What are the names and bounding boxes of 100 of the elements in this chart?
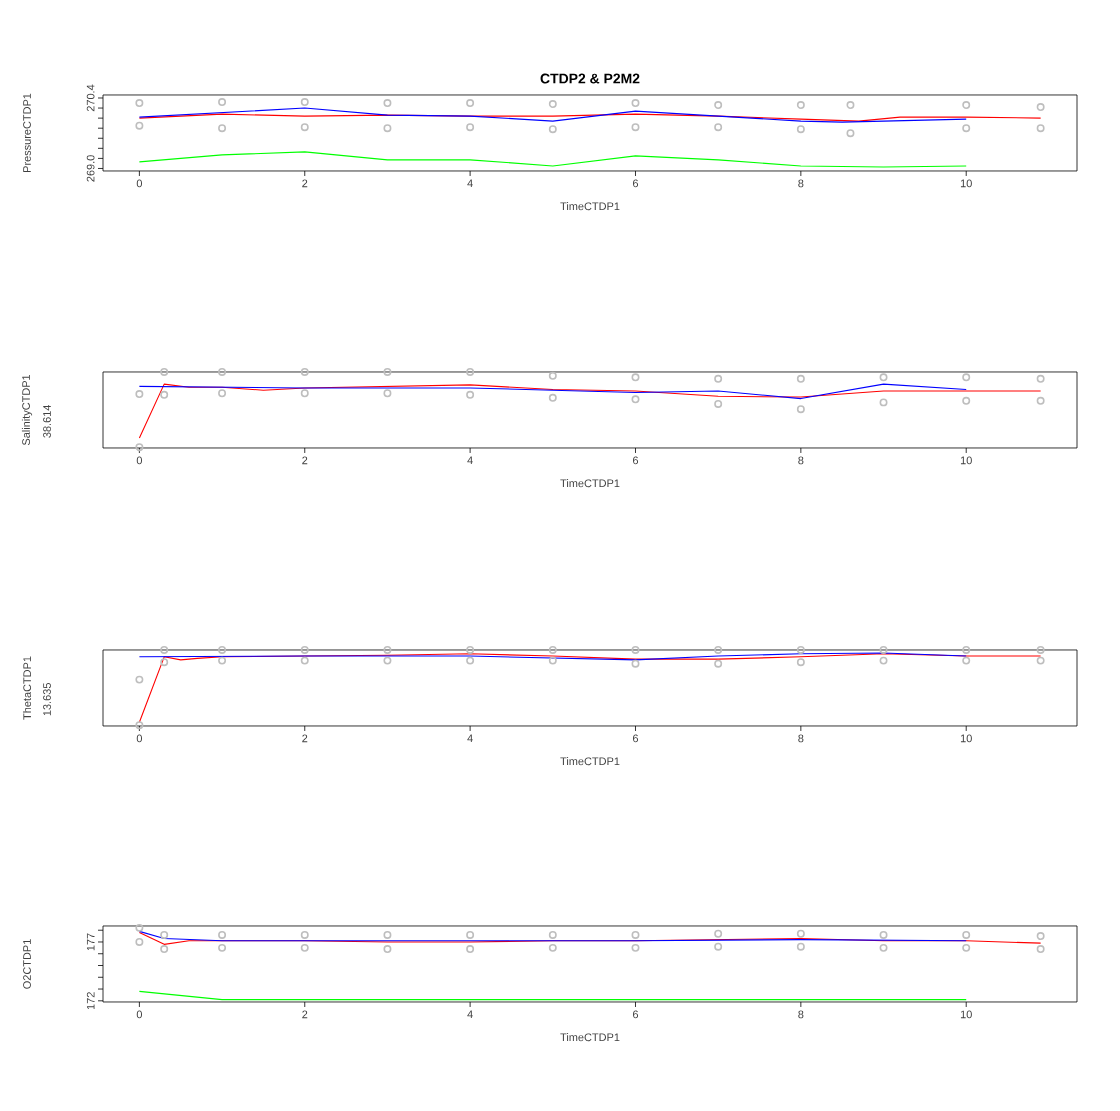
y-axis-title: O2CTDP1 bbox=[23, 939, 31, 989]
point bbox=[383, 99, 392, 108]
y-axis-title: SalinityCTDP1 bbox=[21, 374, 33, 446]
point bbox=[548, 943, 557, 952]
point bbox=[383, 367, 392, 376]
point bbox=[218, 98, 227, 107]
point bbox=[135, 443, 144, 452]
point bbox=[714, 929, 723, 938]
x-tick-label: 4 bbox=[467, 179, 473, 188]
point bbox=[1036, 396, 1045, 405]
point bbox=[1036, 945, 1045, 954]
point bbox=[300, 367, 309, 376]
point bbox=[962, 930, 971, 939]
x-axis-title: TimeCTDP1 bbox=[560, 757, 620, 766]
point bbox=[300, 389, 309, 398]
line-series bbox=[138, 107, 967, 123]
point bbox=[135, 721, 144, 730]
point bbox=[218, 930, 227, 939]
point bbox=[879, 656, 888, 665]
x-tick-label: 10 bbox=[960, 456, 972, 465]
point bbox=[631, 943, 640, 952]
x-tick-label: 8 bbox=[798, 456, 804, 465]
x-tick-label: 0 bbox=[136, 456, 142, 465]
point bbox=[548, 100, 557, 109]
point bbox=[466, 930, 475, 939]
point bbox=[714, 374, 723, 383]
point bbox=[383, 945, 392, 954]
point bbox=[714, 101, 723, 110]
point bbox=[796, 405, 805, 414]
x-axis-title: TimeCTDP1 bbox=[560, 202, 620, 211]
point bbox=[300, 123, 309, 132]
point bbox=[218, 943, 227, 952]
point bbox=[1036, 103, 1045, 112]
point bbox=[466, 656, 475, 665]
point bbox=[383, 645, 392, 654]
x-tick-label: 6 bbox=[633, 734, 639, 743]
point bbox=[796, 929, 805, 938]
point bbox=[160, 390, 169, 399]
point bbox=[218, 124, 227, 133]
y-tick-label: 270.4 bbox=[86, 84, 95, 112]
point bbox=[962, 943, 971, 952]
point bbox=[962, 373, 971, 382]
point bbox=[631, 645, 640, 654]
x-tick-label: 2 bbox=[302, 179, 308, 188]
y-tick-label: 177 bbox=[86, 933, 95, 951]
point bbox=[383, 930, 392, 939]
point bbox=[548, 930, 557, 939]
x-tick-label: 8 bbox=[798, 179, 804, 188]
point bbox=[383, 389, 392, 398]
x-tick-label: 10 bbox=[960, 1010, 972, 1019]
point bbox=[466, 945, 475, 954]
x-tick-label: 2 bbox=[302, 1010, 308, 1019]
point bbox=[1036, 645, 1045, 654]
x-tick-label: 10 bbox=[960, 734, 972, 743]
point bbox=[135, 675, 144, 684]
y-tick-label: 269.0 bbox=[86, 155, 95, 182]
point bbox=[160, 645, 169, 654]
x-tick-label: 4 bbox=[467, 1010, 473, 1019]
point bbox=[300, 943, 309, 952]
point bbox=[879, 645, 888, 654]
line-series bbox=[138, 151, 967, 168]
point bbox=[135, 121, 144, 130]
point bbox=[135, 99, 144, 108]
point bbox=[796, 101, 805, 110]
text: 13.635 bbox=[43, 683, 51, 716]
x-tick-label: 2 bbox=[302, 734, 308, 743]
point bbox=[714, 645, 723, 654]
point bbox=[548, 645, 557, 654]
point bbox=[548, 656, 557, 665]
point bbox=[466, 123, 475, 132]
point bbox=[631, 659, 640, 668]
point bbox=[631, 930, 640, 939]
text: 38.614 bbox=[43, 404, 51, 438]
y-tick-label: 172 bbox=[86, 992, 95, 1010]
point bbox=[160, 367, 169, 376]
x-tick-label: 6 bbox=[633, 179, 639, 188]
point bbox=[218, 389, 227, 398]
chart-title: CTDP2 & P2M2 bbox=[540, 73, 640, 84]
point bbox=[466, 645, 475, 654]
point bbox=[631, 373, 640, 382]
point bbox=[218, 367, 227, 376]
point bbox=[714, 659, 723, 668]
x-tick-label: 6 bbox=[633, 1010, 639, 1019]
x-tick-label: 2 bbox=[302, 456, 308, 465]
point bbox=[383, 656, 392, 665]
point bbox=[300, 656, 309, 665]
point bbox=[135, 938, 144, 946]
point bbox=[879, 943, 888, 952]
point bbox=[879, 373, 888, 382]
point bbox=[135, 390, 144, 399]
x-axis-title: TimeCTDP1 bbox=[560, 479, 620, 488]
point bbox=[548, 371, 557, 380]
point bbox=[1036, 124, 1045, 133]
point bbox=[135, 923, 144, 932]
point bbox=[879, 398, 888, 407]
point bbox=[796, 942, 805, 951]
point bbox=[1036, 374, 1045, 383]
point bbox=[160, 930, 169, 939]
point bbox=[466, 99, 475, 108]
point bbox=[631, 123, 640, 132]
